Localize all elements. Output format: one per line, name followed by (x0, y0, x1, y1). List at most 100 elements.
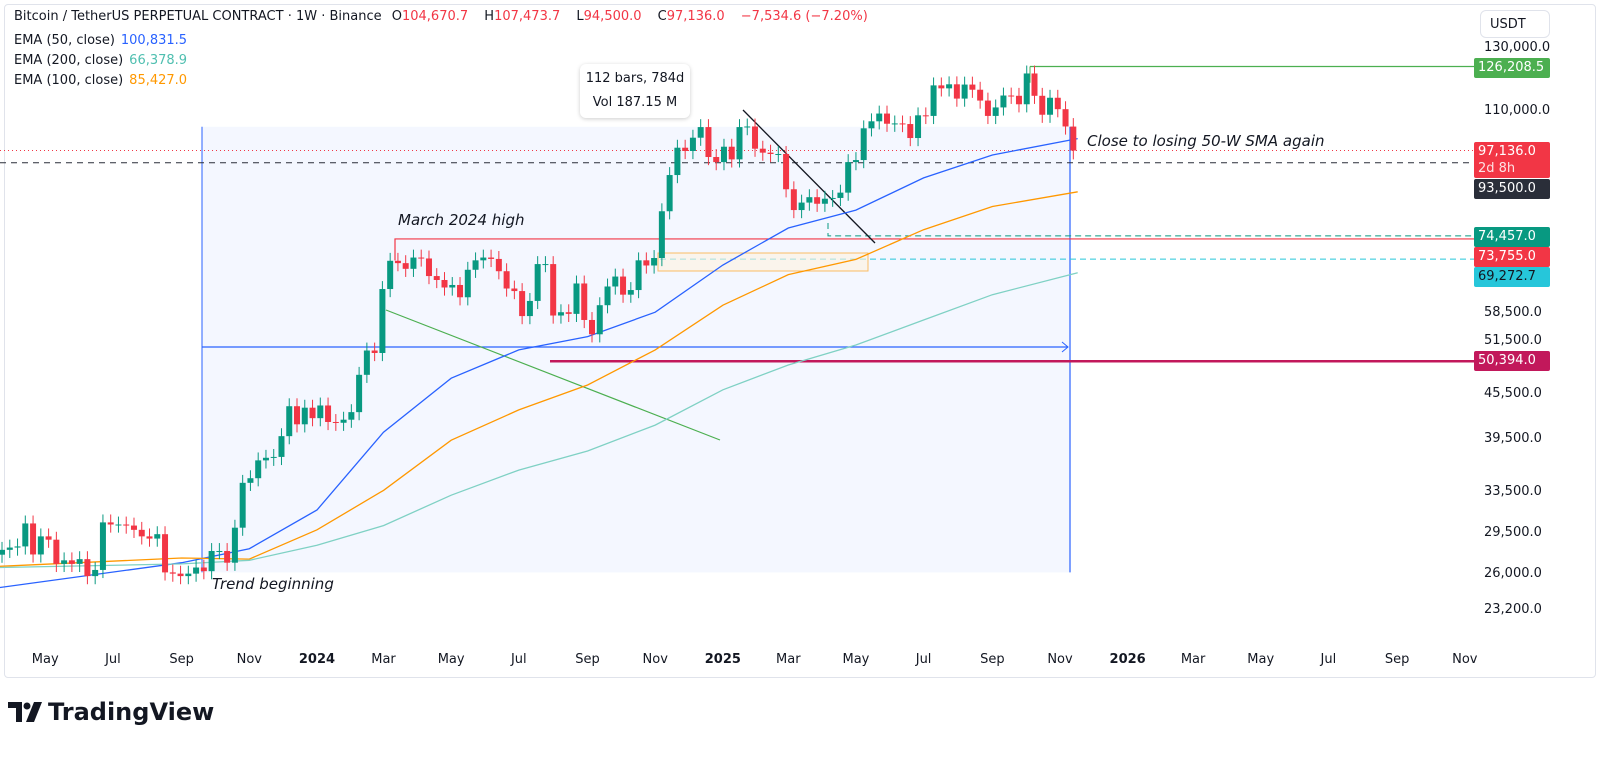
candle-body (511, 288, 518, 292)
candle-body (790, 189, 797, 211)
candle (519, 283, 526, 325)
price-label-69272: 69,272.7 (1474, 267, 1550, 287)
candle-body (1039, 95, 1046, 115)
candle-body (363, 350, 370, 375)
candle (68, 552, 75, 573)
candle (511, 280, 518, 300)
candle-body (1070, 126, 1077, 151)
candle (488, 249, 495, 268)
candle (868, 113, 875, 137)
candle (666, 167, 673, 220)
candle-body (216, 550, 223, 552)
price-label-74457: 74,457.0 (1474, 227, 1550, 247)
candle (573, 275, 580, 322)
candle (177, 565, 184, 585)
candle (814, 189, 821, 212)
candle-body (798, 202, 805, 211)
candle (705, 119, 712, 166)
candle-body (464, 269, 471, 298)
candle-body (759, 148, 766, 153)
candle-body (53, 539, 60, 564)
candle (53, 531, 60, 573)
candle (348, 404, 355, 428)
ema-line-1 (0, 191, 1078, 567)
candle (899, 115, 906, 133)
ema50-legend[interactable]: EMA (50, close) 100,831.5 (14, 33, 188, 48)
candle-body (728, 146, 735, 160)
candle (720, 138, 727, 171)
time-tick: May (437, 652, 465, 667)
candle (278, 428, 285, 466)
candle-body (550, 264, 557, 316)
annotation-march-high[interactable]: March 2024 high (398, 211, 525, 229)
annotation-sma[interactable]: Close to losing 50-W SMA again (1087, 132, 1325, 150)
candle-body (573, 283, 580, 314)
ema100-legend[interactable]: EMA (100, close) 85,427.0 (14, 73, 188, 88)
ema200-legend[interactable]: EMA (200, close) 66,378.9 (14, 53, 188, 68)
candle-body (891, 123, 898, 125)
time-tick: Nov (1047, 652, 1073, 667)
candle-body (852, 160, 859, 163)
candle (115, 516, 122, 533)
candle-body (557, 312, 564, 316)
annotation-trend-beginning[interactable]: Trend beginning (212, 575, 334, 593)
candle (99, 514, 106, 579)
candle (402, 255, 409, 277)
candle (767, 144, 774, 163)
candle (612, 268, 619, 295)
candle (542, 256, 549, 273)
candle (286, 398, 293, 445)
candle-body (899, 123, 906, 125)
price-chart[interactable] (0, 0, 1475, 650)
time-tick: Mar (371, 652, 396, 667)
candle (550, 256, 557, 324)
candle-body (92, 569, 99, 577)
candle (837, 184, 844, 207)
candle-body (480, 257, 487, 261)
candle (247, 470, 254, 491)
candle-body (224, 550, 231, 563)
candle-body (162, 534, 169, 573)
candle (984, 92, 991, 125)
time-tick: 2026 (1109, 652, 1146, 667)
candle-body (84, 559, 91, 577)
candle-body (915, 115, 922, 139)
candle (45, 528, 52, 548)
candle (713, 149, 720, 171)
symbol-title[interactable]: Bitcoin / TetherUS PERPETUAL CONTRACT · … (14, 9, 382, 24)
candle-body (775, 153, 782, 155)
candle-body (130, 525, 137, 530)
candle (1008, 87, 1015, 104)
candle-body (845, 162, 852, 193)
tradingview-logo[interactable]: TradingView (8, 698, 214, 726)
price-label-high: 126,208.5 (1474, 58, 1550, 78)
candle (239, 474, 246, 536)
candle (736, 119, 743, 168)
candle (915, 107, 922, 147)
candle (783, 146, 790, 198)
candle (472, 252, 479, 278)
candle-body (589, 319, 596, 335)
candle (464, 261, 471, 306)
candle-body (317, 405, 324, 419)
candle-body (977, 89, 984, 101)
trendline-downtrend (742, 109, 876, 244)
candle (146, 528, 153, 547)
candle-body (208, 550, 215, 572)
candle-body (720, 146, 727, 163)
candle-body (410, 257, 417, 269)
currency-button[interactable]: USDT (1480, 10, 1550, 38)
candle-body (45, 536, 52, 540)
measure-tooltip: 112 bars, 784d Vol 187.15 M (580, 64, 690, 118)
time-tick: May (842, 652, 870, 667)
candle (325, 397, 332, 431)
candle-body (1015, 95, 1022, 105)
candle-body (154, 534, 161, 539)
candle-body (255, 460, 262, 479)
candle-body (325, 405, 332, 422)
candle (92, 562, 99, 585)
candle-body (612, 276, 619, 287)
tradingview-logo-icon (8, 702, 42, 722)
time-tick: Sep (980, 652, 1005, 667)
candle-body (30, 523, 37, 555)
